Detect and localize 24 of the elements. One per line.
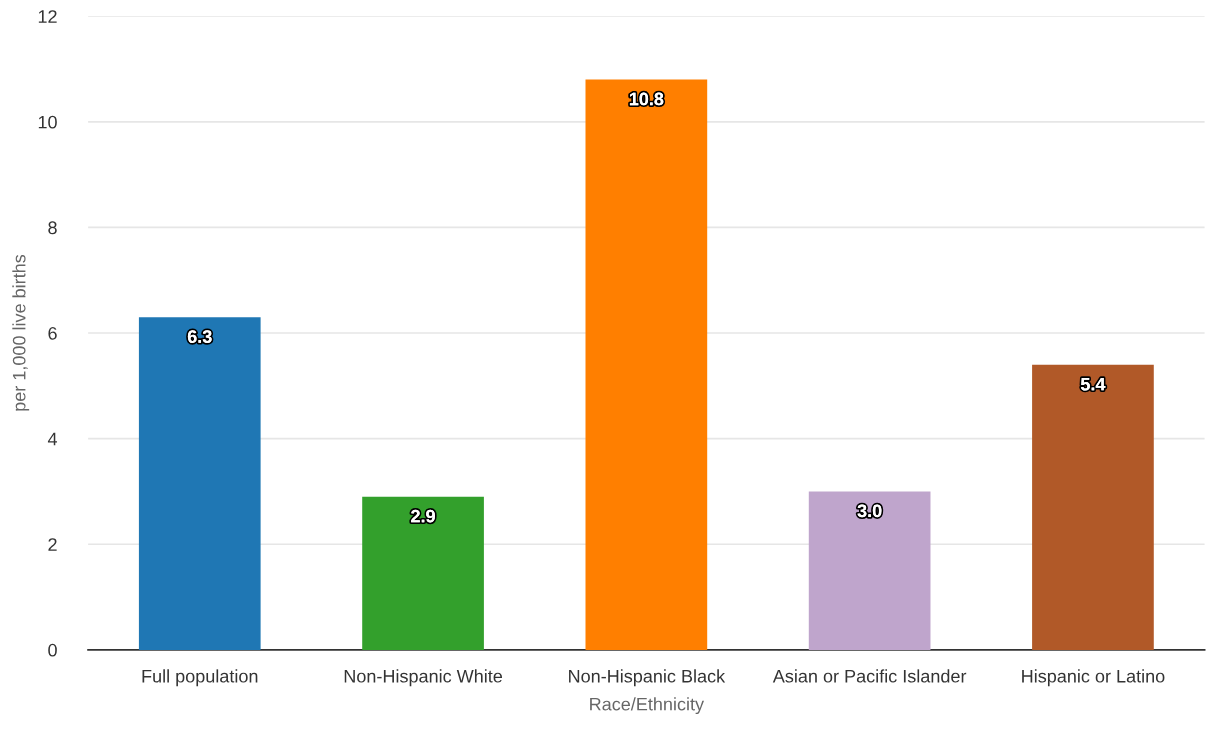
y-tick-label: 4	[47, 432, 58, 446]
data-label: 6.3	[187, 330, 212, 343]
y-tick-label: 8	[48, 221, 57, 235]
data-label: 3.0	[857, 504, 882, 518]
y-tick-label: 12	[38, 10, 57, 23]
y-axis-title: per 1,000 live births	[12, 254, 30, 411]
x-tick-label: Non-Hispanic Black	[569, 669, 726, 687]
bar	[138, 317, 261, 650]
y-tick-label: 2	[48, 538, 57, 551]
y-tick-label: 0	[48, 643, 57, 657]
bar	[585, 79, 708, 650]
bar	[808, 491, 931, 650]
x-axis-title: Race/Ethnicity	[590, 697, 705, 715]
data-label: 5.4	[1080, 377, 1106, 391]
data-label: 2.9	[411, 509, 435, 523]
bar	[362, 496, 484, 650]
x-tick-label: Non-Hispanic White	[344, 669, 503, 687]
data-label: 10.8	[629, 92, 664, 106]
x-tick-label: Asian or Pacific Islander	[772, 669, 967, 683]
y-tick-label: 10	[38, 115, 57, 129]
x-tick-label: Hispanic or Latino	[1022, 669, 1165, 687]
bar	[1032, 364, 1154, 650]
y-tick-label: 6	[48, 326, 57, 340]
x-tick-label: Full population	[142, 669, 258, 687]
